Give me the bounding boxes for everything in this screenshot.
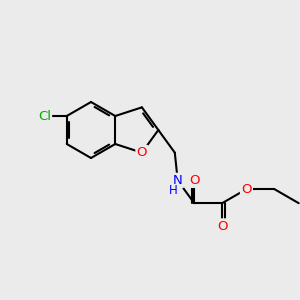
Text: O: O bbox=[241, 183, 252, 196]
Text: N: N bbox=[173, 174, 183, 187]
Text: O: O bbox=[136, 146, 147, 159]
Text: O: O bbox=[217, 220, 227, 233]
Text: H: H bbox=[169, 184, 178, 197]
Text: Cl: Cl bbox=[38, 110, 51, 122]
Text: O: O bbox=[189, 174, 200, 187]
